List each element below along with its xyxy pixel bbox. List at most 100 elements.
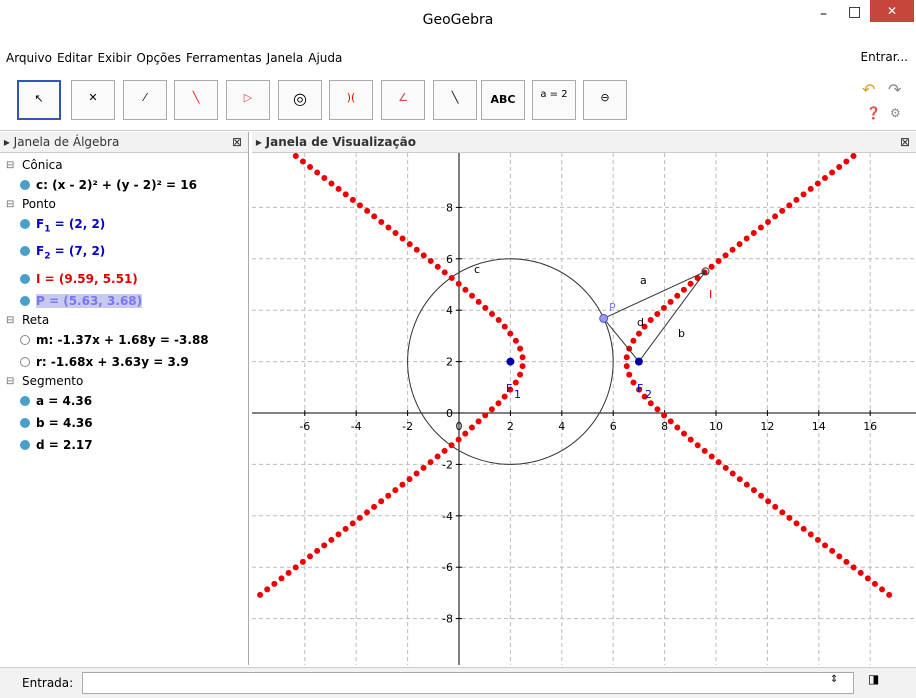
line-tool[interactable]: ⁄ [123,80,167,120]
item-text: c: (x - 2)² + (y - 2)² = 16 [36,178,197,192]
input-help[interactable]: ◨ [868,672,880,686]
point-i[interactable] [701,267,710,276]
input-bar: Entrada: ⇕ ◨ [0,667,916,698]
segment-b [638,271,706,362]
menu-item[interactable]: Ferramentas [186,51,262,65]
label-d: d [637,316,644,329]
locus-right [622,153,897,601]
item-text: I = (9.59, 5.51) [36,272,138,286]
label-i: I [709,288,712,301]
locus-left [253,153,527,601]
label-b: b [678,327,685,340]
polygon-tool[interactable]: ▷ [226,80,270,120]
y-tick-label: -6 [442,561,453,574]
point-f1[interactable] [506,357,515,366]
y-tick-label: -8 [442,613,453,626]
item-text: a = 4.36 [36,394,92,408]
algebra-item[interactable]: m: -1.37x + 1.68y = -3.88 [0,329,248,351]
minimize[interactable]: – [820,6,827,22]
perp-tool[interactable]: ╲ [174,80,218,120]
x-tick-label: 6 [610,420,617,433]
zoom-tool[interactable]: ⊖ [583,80,627,120]
label-f1-sub: 1 [514,388,521,401]
group-header: Cônica [0,157,248,174]
item-text: F1 = (2, 2) [36,217,106,235]
algebra-item[interactable]: d = 2.17 [0,434,248,456]
menu-item[interactable]: Opções [136,51,182,65]
construction: c a b d P I F 1 F 2 [253,153,897,601]
x-tick-label: -2 [402,420,413,433]
item-text: b = 4.36 [36,416,93,430]
item-text: m: -1.37x + 1.68y = -3.88 [36,333,209,347]
algebra-item[interactable]: r: -1.68x + 3.63y = 3.9 [0,351,248,373]
label-a: a [640,274,647,287]
help[interactable]: ❓ [866,106,881,120]
x-tick-label: 8 [661,420,668,433]
item-value: m: -1.37x + 1.68y = -3.88 [36,332,209,347]
login[interactable]: Entrar... [860,50,908,64]
label-f2-sub: 2 [645,388,652,401]
x-tick-label: 12 [760,420,774,433]
x-tick-label: 16 [863,420,877,433]
group-header: Segmento [0,373,248,390]
close[interactable]: ✕ [870,0,914,22]
item-label: F [36,217,45,231]
input-spinner[interactable]: ⇕ [830,674,839,685]
redo[interactable]: ↷ [888,80,902,99]
maximize[interactable]: □ [848,4,862,20]
item-text: d = 2.17 [36,438,93,452]
panel-title: Janela de Visualização [265,135,416,149]
algebra-item[interactable]: a = 4.36 [0,390,248,412]
y-tick-label: 6 [446,253,453,266]
algebra-item[interactable]: c: (x - 2)² + (y - 2)² = 16 [0,174,248,196]
algebra-item[interactable]: I = (9.59, 5.51) [0,268,248,290]
settings[interactable]: ⚙ [890,106,901,120]
input-label: Entrada: [22,676,74,690]
circle-tool[interactable]: ◎ [278,80,322,120]
angle-tool[interactable]: ∠ [381,80,425,120]
x-tick-label: 2 [507,420,514,433]
item-value: r: -1.68x + 3.63y = 3.9 [36,354,189,369]
slider-tool[interactable]: a = 2 [532,80,576,120]
point-p[interactable] [599,313,609,323]
point-tool[interactable]: ✕ [71,80,115,120]
item-label: F [36,244,45,259]
move-tool[interactable]: ↖ [17,80,61,120]
toolbar: ↖ ✕ ⁄ ╲ ▷ ◎ )( ∠ ╲ ABC a = 2 ⊖ ↶ ↷ ❓ ⚙ [0,72,916,131]
plot: -6-4-20246810121416-8-6-4-202468 c a b d… [252,153,916,665]
item-value: P = (5.63, 3.68) [36,293,143,308]
item-text: F2 = (7, 2) [36,244,106,261]
input-field[interactable] [82,672,854,694]
menu-item[interactable]: Editar [56,51,93,65]
window-title: GeoGebra [422,12,494,28]
conic-tool[interactable]: )( [329,80,373,120]
title-bar: GeoGebra – □ ✕ [0,0,916,40]
y-tick-label: 4 [446,304,453,317]
x-tick-label: 4 [558,420,565,433]
item-text: P = (5.63, 3.68) [36,293,143,308]
item-value: a = 4.36 [36,393,93,408]
algebra-item[interactable]: F2 = (7, 2) [0,240,248,267]
y-tick-label: 8 [446,201,453,214]
item-value: = (2, 2) [50,217,106,231]
item-value: I = (9.59, 5.51) [36,271,138,286]
text-tool[interactable]: ABC [481,80,525,120]
menu-item[interactable]: Exibir [97,51,132,65]
algebra-item[interactable]: F1 = (2, 2) [0,213,248,240]
reflect-tool[interactable]: ╲ [433,80,477,120]
y-tick-label: -2 [442,458,453,471]
undo[interactable]: ↶ [862,80,876,99]
label-f2: F [637,382,643,395]
item-sub: 1 [44,224,51,235]
algebra-item[interactable]: P = (5.63, 3.68) [0,290,248,312]
algebra-item[interactable]: b = 4.36 [0,412,248,434]
label-p: P [609,301,616,314]
item-value: = (7, 2) [50,244,106,259]
point-f2[interactable] [634,357,643,366]
menu-item[interactable]: Ajuda [308,51,343,65]
menu-item[interactable]: Arquivo [6,51,52,65]
label-f1: F [506,382,512,395]
menu-item[interactable]: Janela [266,51,304,65]
item-value: b = 4.36 [36,415,93,430]
x-tick-label: 14 [812,420,826,433]
